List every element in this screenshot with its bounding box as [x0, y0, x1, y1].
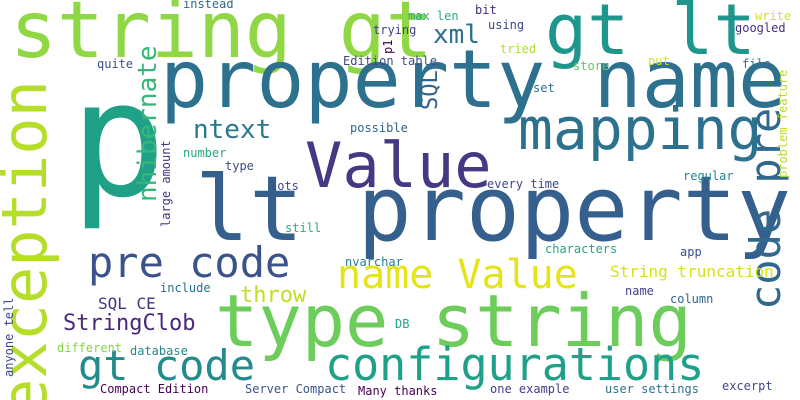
- word: store: [573, 59, 610, 73]
- word: number: [183, 146, 227, 160]
- word: possible: [350, 121, 408, 135]
- word: lots: [270, 179, 299, 193]
- word: regular: [683, 169, 734, 183]
- word: gt lt: [545, 0, 756, 71]
- word: DB: [395, 317, 410, 331]
- word: different: [57, 341, 123, 355]
- word: lt property: [195, 157, 792, 262]
- word: app: [680, 245, 702, 259]
- word: quite: [97, 57, 134, 71]
- word: nvarchar: [345, 255, 403, 269]
- word: ntext: [193, 115, 272, 145]
- word: trying: [373, 23, 417, 37]
- word: every time: [487, 177, 560, 191]
- word: file: [742, 57, 771, 71]
- word: Edition table: [343, 54, 437, 68]
- word: anyone tell: [2, 297, 16, 377]
- word: characters: [545, 242, 618, 256]
- word: Many thanks: [358, 384, 438, 398]
- word: gt code: [78, 341, 256, 390]
- word: Value: [305, 129, 492, 202]
- word: SQL CE: [98, 294, 156, 313]
- word: p1: [381, 39, 395, 54]
- word: property name: [160, 33, 787, 126]
- word: pre code: [88, 238, 291, 287]
- word: set: [533, 81, 555, 95]
- word: mapping: [518, 95, 763, 163]
- word: max len: [408, 9, 459, 23]
- word: xml: [433, 20, 480, 50]
- word: user settings: [605, 382, 699, 396]
- word: include: [160, 281, 211, 295]
- word: nhibernate: [133, 45, 163, 202]
- word: using: [488, 18, 525, 32]
- word: still: [285, 221, 322, 235]
- word: configurations: [325, 338, 705, 391]
- word: string gt: [10, 0, 433, 76]
- word: googled: [735, 21, 786, 35]
- word: instead: [183, 0, 234, 11]
- word: name: [625, 284, 654, 298]
- word: String truncation: [610, 262, 774, 281]
- word: put: [648, 54, 670, 68]
- word: write: [755, 9, 792, 23]
- word: tried: [500, 42, 537, 56]
- word: p: [70, 46, 167, 233]
- word: name Value: [337, 252, 578, 298]
- word: type: [225, 159, 254, 173]
- word: type string: [215, 279, 692, 363]
- word: bit: [475, 3, 497, 17]
- word: Server Compact: [245, 382, 347, 396]
- word: SQL: [418, 70, 443, 110]
- word: column: [670, 292, 714, 306]
- word: large amount: [159, 140, 173, 227]
- word: Compact Edition: [100, 382, 209, 396]
- word: problem feature: [776, 69, 790, 178]
- word: excerpt: [722, 379, 773, 393]
- word: StringClob: [63, 311, 196, 336]
- word: one example: [490, 382, 570, 396]
- word: database: [130, 344, 188, 358]
- word: throw: [240, 283, 307, 308]
